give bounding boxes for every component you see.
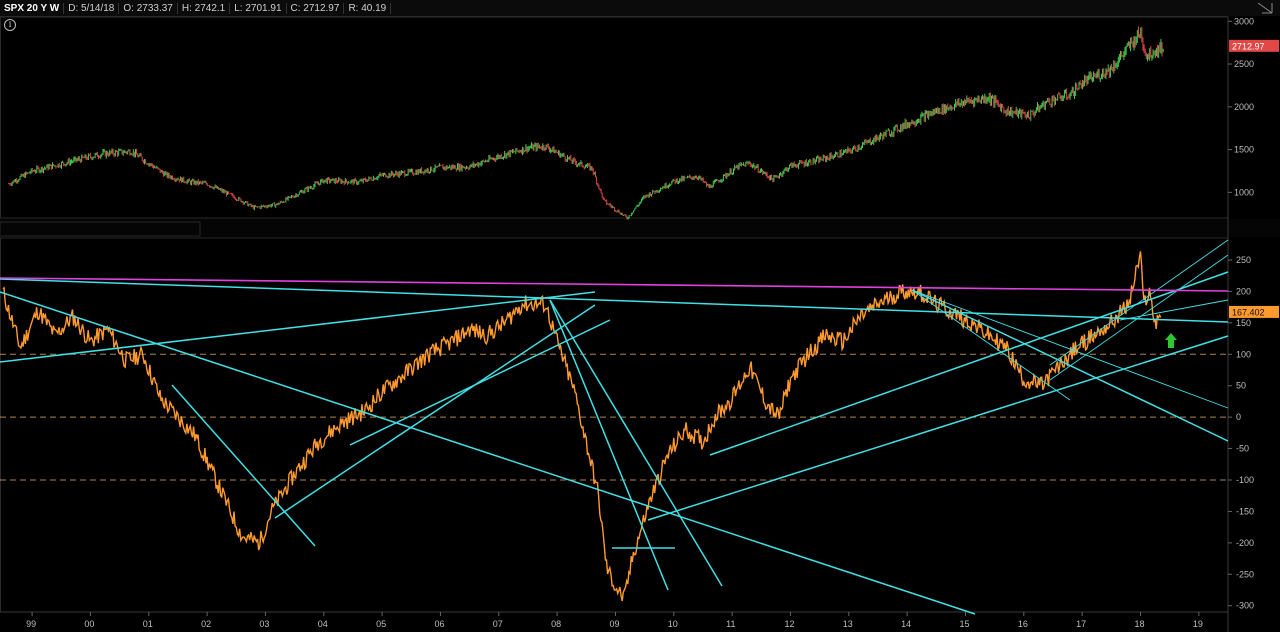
x-tick-label: 04 (318, 619, 328, 629)
range-label: R: 40.19 (344, 2, 392, 14)
trend-line (549, 299, 723, 587)
osc-tick-label: -50 (1236, 444, 1249, 454)
oscillator-line (2, 251, 1162, 602)
trend-line (0, 278, 1229, 323)
osc-tick-label: -200 (1236, 538, 1254, 548)
trend-line (274, 304, 596, 519)
x-tick-label: 03 (259, 619, 269, 629)
x-tick-label: 11 (726, 619, 735, 629)
trend-line (709, 271, 1229, 456)
price-panel-frame (0, 16, 1229, 219)
trend-line (647, 335, 1229, 521)
x-tick-label: 13 (843, 619, 853, 629)
x-tick-label: 17 (1076, 619, 1086, 629)
x-tick-label: 16 (1018, 619, 1028, 629)
trend-line (0, 291, 976, 615)
trend-line (549, 299, 669, 591)
x-tick-label: 18 (1134, 619, 1144, 629)
osc-tick-label: 250 (1236, 255, 1251, 265)
osc-tick-label: 0 (1236, 412, 1241, 422)
price-tick-label: 3000 (1234, 16, 1254, 26)
osc-tick-label: 200 (1236, 286, 1251, 296)
x-tick-label: 14 (901, 619, 911, 629)
x-tick-label: 99 (26, 619, 36, 629)
trend-line (911, 289, 1229, 409)
up-arrow-shape (1165, 333, 1177, 348)
trend-line (911, 289, 1071, 401)
collapse-icon[interactable] (1228, 0, 1280, 16)
x-tick-label: 05 (376, 619, 386, 629)
last-price-label: 2712.97 (1232, 41, 1265, 51)
osc-tick-label: 50 (1236, 381, 1246, 391)
trend-line (1049, 254, 1229, 381)
up-arrow-icon (1165, 333, 1177, 348)
study-tab (0, 221, 201, 237)
trend-line (171, 384, 316, 547)
osc-tick-label: -150 (1236, 506, 1254, 516)
open-label: O: 2733.37 (119, 2, 178, 14)
osc-tick-label: -250 (1236, 569, 1254, 579)
trend-line (1049, 239, 1229, 366)
x-tick-label: 15 (959, 619, 969, 629)
oscillator-panel-frame (0, 237, 1229, 613)
x-tick-label: 12 (784, 619, 794, 629)
date-label: D: 5/14/18 (64, 2, 120, 14)
x-tick-label: 09 (609, 619, 619, 629)
panel-separator (0, 219, 1280, 237)
osc-tick-label: -100 (1236, 475, 1254, 485)
osc-tick-label: -300 (1236, 601, 1254, 611)
last-price-badge (1229, 39, 1279, 52)
x-tick-label: 02 (201, 619, 211, 629)
x-tick-label: 01 (143, 619, 153, 629)
x-tick-label: 00 (84, 619, 94, 629)
x-tick-label: 06 (434, 619, 444, 629)
osc-value-badge (1229, 305, 1279, 318)
osc-tick-label: 150 (1236, 318, 1251, 328)
trend-line (0, 291, 596, 363)
low-label: L: 2701.91 (230, 2, 287, 14)
resistance-line (0, 277, 1229, 292)
osc-tick-label: 100 (1236, 349, 1251, 359)
x-tick-label: 10 (668, 619, 678, 629)
close-label: C: 2712.97 (287, 2, 345, 14)
x-tick-label: 07 (493, 619, 503, 629)
price-tick-label: 1000 (1234, 187, 1254, 197)
high-label: H: 2742.1 (178, 2, 231, 14)
chart-settings-corner[interactable] (1228, 0, 1280, 16)
x-tick-label: 19 (1193, 619, 1203, 629)
price-tick-label: 2500 (1234, 59, 1254, 69)
price-tick-label: 1500 (1234, 145, 1254, 155)
price-tick-label: 2000 (1234, 102, 1254, 112)
x-tick-label: 08 (551, 619, 561, 629)
trend-line (1119, 299, 1229, 321)
symbol-label[interactable]: SPX 20 Y W (0, 2, 65, 14)
osc-value-label: 167.402 (1232, 307, 1265, 317)
info-icon[interactable]: i (4, 19, 16, 31)
price-candles (8, 26, 1164, 220)
